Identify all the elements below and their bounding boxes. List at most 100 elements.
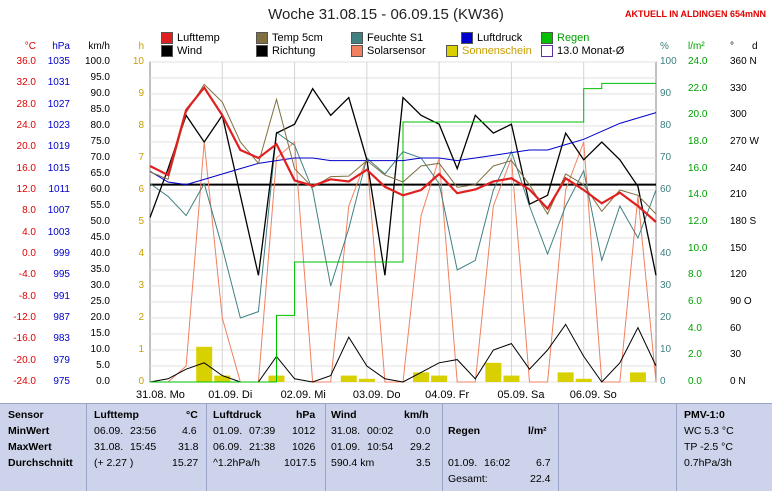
legend-label: Temp 5cm [272, 32, 323, 44]
pressure-unit: hPa [296, 409, 316, 421]
direction-tick-label: 270 W [730, 136, 759, 147]
legend-swatch [446, 45, 458, 57]
wind-min-date: 31.08. [331, 425, 361, 437]
celsius-tick-label: 24.0 [16, 120, 36, 131]
series-line-lufttemp [149, 85, 657, 223]
hours-tick-label: 1 [138, 344, 144, 355]
rain-tick-label: 18.0 [688, 136, 708, 147]
rain-tick-label: 0.0 [688, 376, 702, 387]
temp-max-time: 15:45 [130, 441, 157, 453]
direction-unit: ° [730, 41, 734, 52]
celsius-tick-label: -12.0 [13, 312, 36, 323]
hpa-tick-label: 995 [53, 269, 70, 281]
legend-swatch [541, 45, 553, 57]
legend-label: Feuchte S1 [367, 32, 424, 44]
hpa-tick-label: 1035 [47, 56, 70, 67]
table-divider [206, 404, 207, 491]
kmh-tick-label: 95.0 [90, 72, 110, 83]
kmh-tick-label: 35.0 [90, 264, 110, 275]
legend-item-regen: Regen [541, 32, 589, 44]
sunshine-bar [340, 375, 357, 382]
x-axis-day-label: 01.09. Di [208, 389, 253, 401]
wind-distance: 590.4 km [331, 457, 375, 469]
hpa-tick-label: 1023 [47, 120, 70, 131]
hpa-tick-label: 1027 [47, 98, 70, 110]
direction-tick-label: 150 [730, 242, 747, 254]
legend-item-temp-5cm: Temp 5cm [256, 32, 323, 44]
temp-header: Lufttemp [94, 409, 139, 421]
hours-tick-label: 6 [138, 184, 144, 195]
hpa-tick-label: 1015 [47, 162, 70, 174]
x-axis-day-label: 03.09. Do [352, 389, 401, 401]
x-axis-day-label: 05.09. Sa [497, 389, 545, 401]
kmh-tick-label: 50.0 [90, 216, 110, 227]
celsius-tick-label: 20.0 [16, 141, 36, 153]
hpa-tick-label: 1019 [47, 141, 70, 153]
temp-min-date: 06.09. [94, 425, 124, 437]
wind-min-time: 00:02 [367, 425, 394, 437]
temp-min-time: 23:56 [130, 425, 157, 437]
hpa-tick-label: 1011 [48, 184, 70, 195]
sunshine-bar [214, 375, 231, 382]
pressure-avg-value: 1017.5 [284, 457, 317, 469]
rain-tick-label: 10.0 [688, 242, 708, 254]
legend-label: Sonnenschein [462, 45, 532, 57]
rain-max-value: 6.7 [536, 457, 551, 469]
pressure-min-time: 07:39 [249, 425, 276, 437]
celsius-tick-label: 4.0 [22, 226, 36, 238]
celsius-unit: °C [24, 41, 36, 52]
table-divider [86, 404, 87, 491]
kmh-tick-label: 100.0 [84, 56, 110, 67]
x-axis-day-label: 06.09. So [569, 389, 617, 401]
legend-label: Luftdruck [477, 32, 523, 44]
stats-table: Sensor MinWert MaxWert Durchschnitt Luft… [0, 403, 772, 491]
hours-tick-label: 8 [138, 120, 144, 131]
pressure-header: Luftdruck [213, 409, 262, 421]
rain-tick-label: 6.0 [688, 296, 702, 307]
celsius-tick-label: 28.0 [16, 98, 36, 110]
table-divider [325, 404, 326, 491]
percent-tick-label: 60 [660, 184, 672, 195]
rain-total-value: 22.4 [530, 473, 551, 485]
sunshine-bar [485, 362, 502, 382]
series-line-luftdruck [149, 112, 657, 186]
rain-tick-label: 2.0 [688, 349, 702, 361]
percent-tick-label: 30 [660, 280, 672, 291]
legend-label: Solarsensor [367, 45, 426, 57]
kmh-tick-label: 60.0 [90, 184, 110, 195]
pmv-dewpoint: TP -2.5 °C [684, 441, 733, 453]
percent-tick-label: 100 [660, 56, 677, 67]
table-divider [676, 404, 677, 491]
pmv-pressure-trend: 0.7hPa/3h [684, 457, 732, 469]
rain-header: Regen [448, 425, 481, 437]
legend-label: Regen [557, 32, 590, 44]
hpa-tick-label: 987 [53, 312, 70, 323]
hpa-tick-label: 979 [53, 354, 70, 366]
direction-tick-label: 180 S [730, 216, 757, 227]
kmh-tick-label: 55.0 [90, 200, 110, 211]
kmh-tick-label: 25.0 [90, 296, 110, 307]
pmv-header: PMV-1:0 [684, 409, 725, 421]
row-label-min: MinWert [8, 425, 50, 437]
table-divider [558, 404, 559, 491]
legend-item-lufttemp: Lufttemp [161, 32, 220, 44]
rain-tick-label: 14.0 [688, 189, 708, 201]
rain-tick-label: 20.0 [688, 109, 708, 121]
legend-swatch [256, 45, 268, 57]
kmh-tick-label: 0.0 [96, 376, 110, 387]
celsius-tick-label: 16.0 [16, 162, 36, 174]
sunshine-bar [196, 346, 213, 382]
wind-unit: km/h [404, 409, 429, 421]
sunshine-bar [431, 375, 448, 382]
series-line-richtung [149, 87, 657, 276]
kmh-tick-label: 10.0 [90, 344, 110, 355]
legend-item-feuchte-s1: Feuchte S1 [351, 32, 423, 44]
temp-max-date: 31.08. [94, 441, 124, 453]
percent-tick-label: 10 [660, 344, 672, 355]
pressure-max-time: 21:38 [249, 441, 276, 453]
hpa-tick-label: 999 [53, 248, 70, 259]
direction-tick-label: 360 N [730, 56, 757, 67]
direction-tick-label: 330 [730, 82, 747, 94]
legend-swatch [461, 32, 473, 44]
celsius-tick-label: 32.0 [16, 77, 36, 89]
